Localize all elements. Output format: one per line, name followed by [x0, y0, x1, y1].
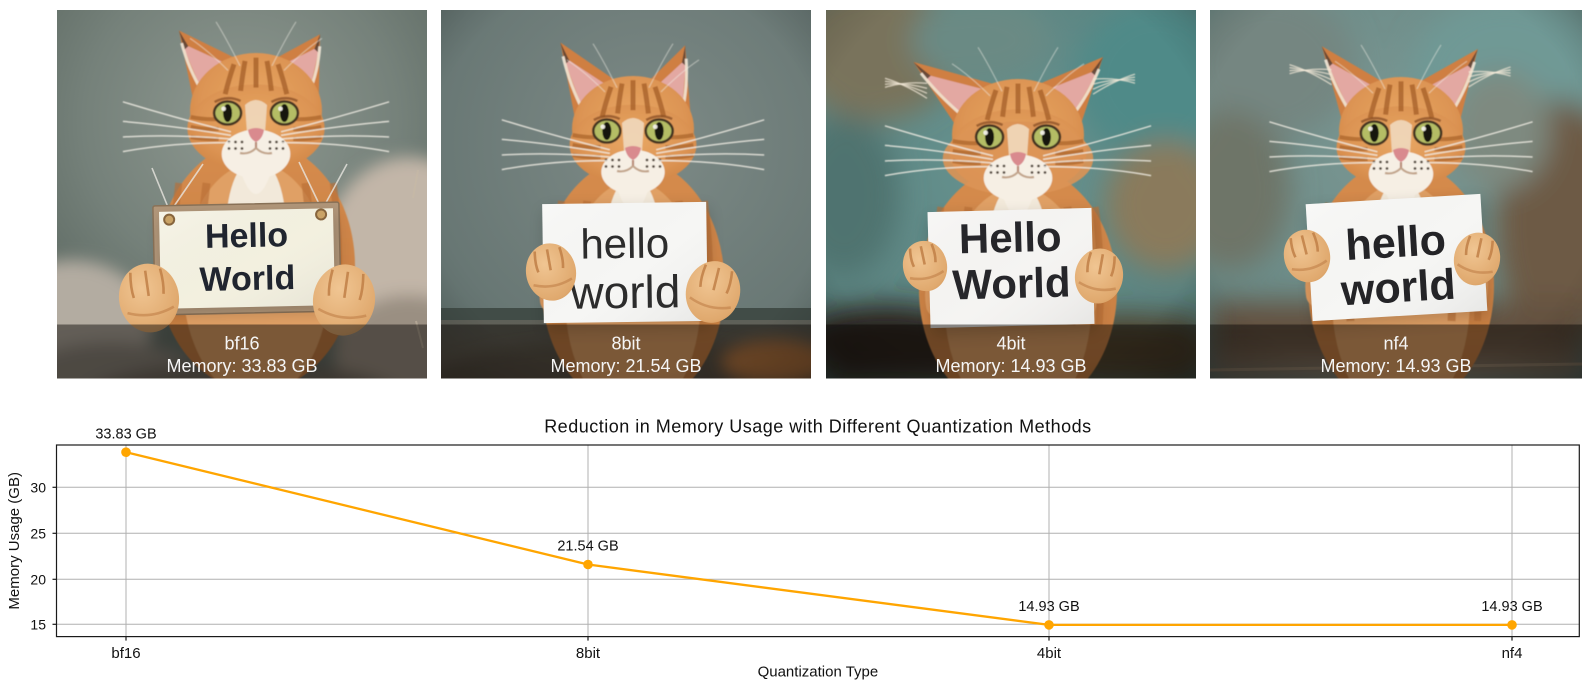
svg-text:15: 15 [30, 616, 46, 632]
svg-text:8bit: 8bit [576, 645, 601, 662]
svg-text:20: 20 [30, 571, 46, 587]
svg-text:World: World [199, 259, 295, 299]
svg-text:bf16: bf16 [224, 334, 259, 354]
svg-text:4bit: 4bit [1037, 645, 1062, 662]
svg-text:Memory: 14.93 GB: Memory: 14.93 GB [935, 356, 1086, 376]
svg-text:4bit: 4bit [996, 334, 1025, 354]
svg-text:Hello: Hello [205, 216, 289, 256]
svg-text:Quantization Type: Quantization Type [758, 664, 879, 681]
svg-text:Reduction in Memory Usage with: Reduction in Memory Usage with Different… [544, 417, 1091, 437]
svg-text:Memory Usage (GB): Memory Usage (GB) [6, 472, 23, 610]
svg-text:14.93 GB: 14.93 GB [1018, 599, 1079, 615]
svg-text:Memory: 33.83 GB: Memory: 33.83 GB [166, 356, 317, 376]
svg-text:33.83 GB: 33.83 GB [95, 426, 156, 442]
svg-text:Memory: 14.93 GB: Memory: 14.93 GB [1320, 356, 1471, 376]
svg-text:Memory: 21.54 GB: Memory: 21.54 GB [550, 356, 701, 376]
svg-text:nf4: nf4 [1383, 334, 1408, 354]
svg-text:14.93 GB: 14.93 GB [1481, 599, 1542, 615]
svg-text:30: 30 [30, 479, 46, 495]
svg-text:25: 25 [30, 525, 46, 541]
svg-text:nf4: nf4 [1502, 645, 1523, 662]
svg-text:21.54 GB: 21.54 GB [557, 539, 618, 555]
svg-text:8bit: 8bit [611, 334, 640, 354]
svg-text:bf16: bf16 [111, 645, 140, 662]
